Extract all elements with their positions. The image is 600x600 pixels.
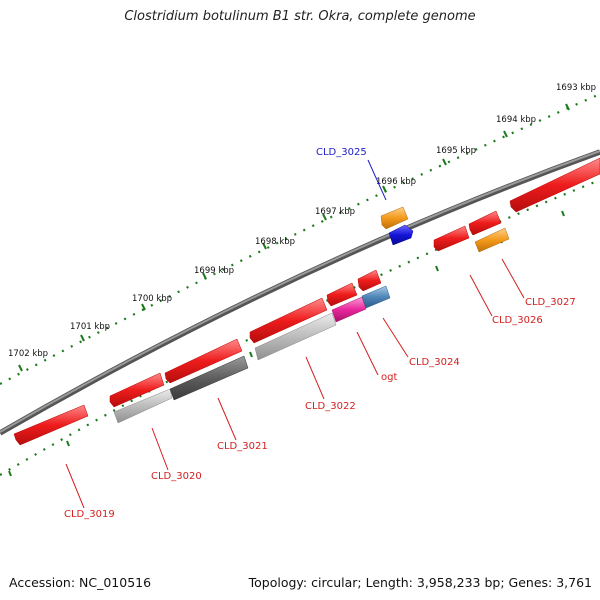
gene-label-ogt[interactable]: ogt bbox=[381, 372, 397, 383]
gene-label-cld3025[interactable]: CLD_3025 bbox=[316, 147, 367, 158]
topology-text: Topology: circular; Length: 3,958,233 bp… bbox=[248, 575, 592, 590]
ruler-label: 1696 kbp bbox=[376, 177, 416, 187]
gene-cld3020-gray[interactable] bbox=[113, 388, 173, 424]
outer-ruler-major-ticks bbox=[18, 103, 570, 372]
ruler-label: 1699 kbp bbox=[194, 266, 234, 276]
gene-label-cld3022[interactable]: CLD_3022 bbox=[305, 401, 356, 412]
gene-cld3026-red-a[interactable] bbox=[433, 225, 470, 252]
ruler-label: 1702 kbp bbox=[8, 349, 48, 359]
gene-cld3021-red[interactable] bbox=[164, 338, 243, 384]
outer-ruler-track bbox=[0, 92, 600, 385]
ruler-label: 1694 kbp bbox=[496, 115, 536, 125]
ruler-label: 1701 kbp bbox=[70, 322, 110, 332]
gene-labels: CLD_3019 CLD_3020 CLD_3021 CLD_3022 ogt … bbox=[64, 147, 576, 520]
gene-cld3021-gray[interactable] bbox=[169, 355, 249, 401]
gene-top-right[interactable] bbox=[509, 157, 600, 213]
ruler-label: 1700 kbp bbox=[132, 294, 172, 304]
outer-ruler: 1693 kbp 1694 kbp 1695 kbp 1696 kbp 1697… bbox=[0, 83, 600, 385]
gene-cld3025-blue[interactable] bbox=[388, 224, 414, 246]
ruler-label: 1695 kbp bbox=[436, 146, 476, 156]
gene-label-cld3024[interactable]: CLD_3024 bbox=[409, 357, 460, 368]
ruler-label: 1698 kbp bbox=[255, 237, 295, 247]
ruler-label: 1697 kbp bbox=[315, 207, 355, 217]
map-title: Clostridium botulinum B1 str. Okra, comp… bbox=[124, 9, 476, 24]
gene-cld3024-steelblue[interactable] bbox=[361, 285, 391, 309]
gene-cld3025-orange[interactable] bbox=[380, 206, 409, 230]
gene-features bbox=[13, 157, 600, 446]
ruler-label: 1693 kbp bbox=[556, 83, 596, 93]
gene-label-cld3021[interactable]: CLD_3021 bbox=[217, 441, 268, 452]
genome-backbone bbox=[0, 149, 600, 436]
gene-cld3019[interactable] bbox=[13, 404, 89, 446]
gene-ogt-red[interactable] bbox=[326, 282, 358, 307]
gene-label-cld3026[interactable]: CLD_3026 bbox=[492, 315, 543, 326]
gene-ogt-magenta[interactable] bbox=[331, 296, 367, 323]
gene-cld3026-red-b[interactable] bbox=[468, 210, 502, 236]
gene-cld3027[interactable] bbox=[474, 227, 510, 253]
gene-label-cld3020[interactable]: CLD_3020 bbox=[151, 471, 202, 482]
gene-label-cld3019[interactable]: CLD_3019 bbox=[64, 509, 115, 520]
gene-cld3024-red[interactable] bbox=[357, 269, 382, 292]
label-leader-lines bbox=[65, 159, 525, 509]
gene-cld3022-gray[interactable] bbox=[254, 312, 337, 361]
gene-label-cld3027[interactable]: CLD_3027 bbox=[525, 297, 576, 308]
gene-cld3022-red[interactable] bbox=[249, 297, 328, 344]
gene-cld3020-red[interactable] bbox=[109, 372, 165, 408]
accession-text: Accession: NC_010516 bbox=[9, 575, 152, 590]
